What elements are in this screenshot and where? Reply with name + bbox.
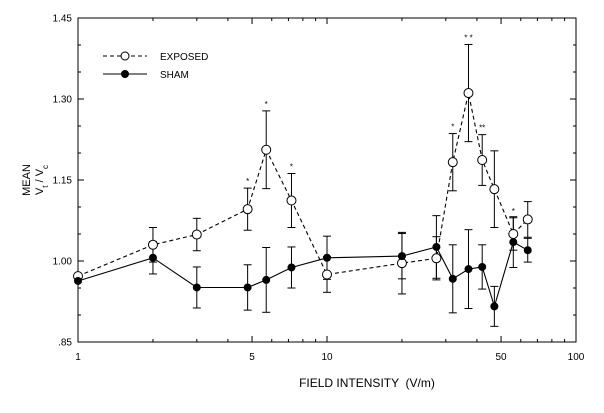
point-exposed xyxy=(522,214,533,225)
series-line-sham xyxy=(77,241,528,309)
y-axis-label-v1: V xyxy=(34,187,46,195)
x-axis-label: FIELD INTENSITY (V/m) xyxy=(299,376,435,390)
x-tick-label: 5 xyxy=(249,352,255,363)
point-sham xyxy=(262,275,271,284)
point-sham xyxy=(509,238,518,247)
point-sham xyxy=(523,246,532,255)
markers-layer xyxy=(73,88,533,311)
significance-mark: * xyxy=(512,207,515,216)
significance-mark: * xyxy=(451,123,454,132)
point-sham xyxy=(448,274,457,283)
point-sham xyxy=(464,265,473,274)
y-axis-label: MEAN Vt / Vc xyxy=(21,164,50,196)
series-lines-layer xyxy=(77,92,529,309)
point-sham xyxy=(243,283,252,292)
point-exposed xyxy=(431,253,442,264)
significance-mark: * xyxy=(265,100,268,109)
y-axis-label-line1: MEAN xyxy=(21,164,33,196)
point-exposed xyxy=(489,184,500,195)
point-sham xyxy=(192,283,201,292)
point-exposed xyxy=(447,157,458,168)
error-bars-layer xyxy=(148,43,532,327)
significance-layer: ***** **** xyxy=(246,33,515,215)
legend-swatch-exposed-marker xyxy=(120,51,130,61)
point-exposed xyxy=(322,269,332,280)
x-tick-label: 10 xyxy=(321,352,333,363)
y-tick-label: 1.00 xyxy=(53,257,73,268)
y-axis-label-ratio: Vt / Vc xyxy=(34,165,50,195)
point-exposed xyxy=(261,144,272,155)
point-exposed xyxy=(463,88,474,99)
y-axis-label-sub1: t xyxy=(41,185,50,188)
point-exposed xyxy=(147,239,158,250)
point-exposed xyxy=(286,195,297,206)
y-tick-label: .85 xyxy=(58,338,72,349)
legend-label-sham: SHAM xyxy=(160,70,189,81)
point-sham xyxy=(397,252,406,261)
significance-mark: * xyxy=(246,177,249,186)
x-tick-label: 100 xyxy=(568,352,585,363)
plot-frame xyxy=(77,17,577,343)
point-sham xyxy=(323,253,331,262)
legend-swatch-sham-marker xyxy=(121,70,129,78)
significance-mark: * xyxy=(290,163,293,172)
y-tick-label: 1.45 xyxy=(53,14,73,25)
y-axis-label-sep: / xyxy=(34,176,46,185)
series-line-exposed xyxy=(77,92,529,277)
point-sham xyxy=(490,302,499,311)
x-tick-label: 1 xyxy=(75,352,81,363)
x-tick-label: 50 xyxy=(495,352,507,363)
y-axis-label-sub2: c xyxy=(41,165,50,169)
tick-layer: 1 5 10 50 100 .85 1.00 1.15 1.30 1.45 xyxy=(53,14,585,364)
point-sham xyxy=(148,253,157,262)
y-tick-label: 1.15 xyxy=(53,176,73,187)
point-exposed xyxy=(242,204,253,215)
point-sham xyxy=(287,263,296,272)
legend: EXPOSED SHAM xyxy=(103,51,208,81)
point-sham xyxy=(478,262,487,271)
point-exposed xyxy=(191,229,202,240)
significance-mark: * * xyxy=(464,33,472,42)
point-sham xyxy=(74,276,82,285)
point-exposed xyxy=(508,229,519,239)
y-axis-label-v2: V xyxy=(34,168,46,176)
point-exposed xyxy=(477,155,488,166)
legend-label-exposed: EXPOSED xyxy=(160,52,208,63)
point-sham xyxy=(432,242,441,251)
significance-mark: ** xyxy=(479,124,485,133)
y-tick-label: 1.30 xyxy=(53,95,73,106)
